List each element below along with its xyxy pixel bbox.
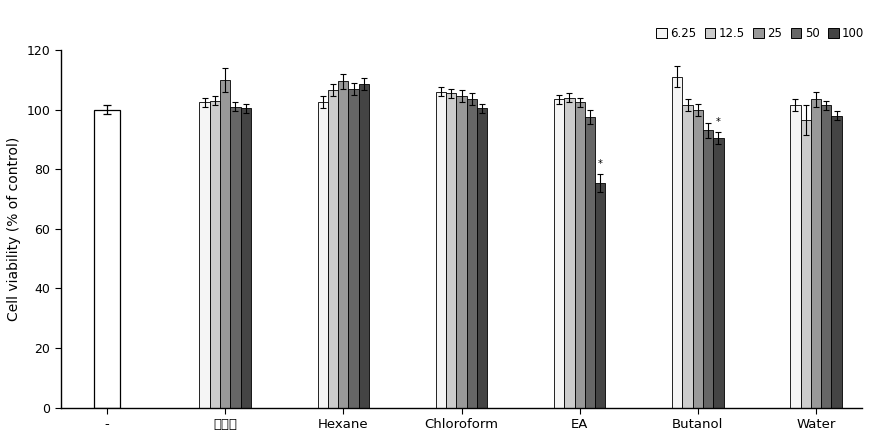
Y-axis label: Cell viability (% of control): Cell viability (% of control)	[7, 137, 21, 321]
Bar	[348, 88, 358, 408]
Bar	[574, 102, 584, 408]
Bar	[789, 105, 799, 408]
Bar	[241, 108, 250, 408]
Bar	[584, 117, 594, 408]
Bar	[435, 92, 446, 408]
Bar	[338, 81, 348, 408]
Text: *: *	[597, 159, 602, 169]
Bar	[713, 138, 723, 408]
Bar	[476, 108, 487, 408]
Bar	[446, 93, 456, 408]
Bar	[692, 110, 702, 408]
Bar	[702, 131, 713, 408]
Bar	[554, 99, 564, 408]
Bar	[328, 90, 338, 408]
Bar	[681, 105, 692, 408]
Bar	[199, 102, 209, 408]
Bar	[230, 106, 241, 408]
Text: *: *	[715, 117, 720, 127]
Bar	[94, 110, 120, 408]
Bar	[564, 98, 574, 408]
Bar	[672, 77, 681, 408]
Bar	[831, 116, 840, 408]
Legend: 6.25, 12.5, 25, 50, 100: 6.25, 12.5, 25, 50, 100	[655, 27, 863, 40]
Bar	[317, 102, 328, 408]
Bar	[209, 101, 220, 408]
Bar	[820, 105, 831, 408]
Bar	[810, 99, 820, 408]
Bar	[358, 84, 368, 408]
Bar	[220, 80, 230, 408]
Bar	[456, 96, 466, 408]
Bar	[799, 120, 810, 408]
Bar	[466, 99, 476, 408]
Bar	[594, 183, 605, 408]
